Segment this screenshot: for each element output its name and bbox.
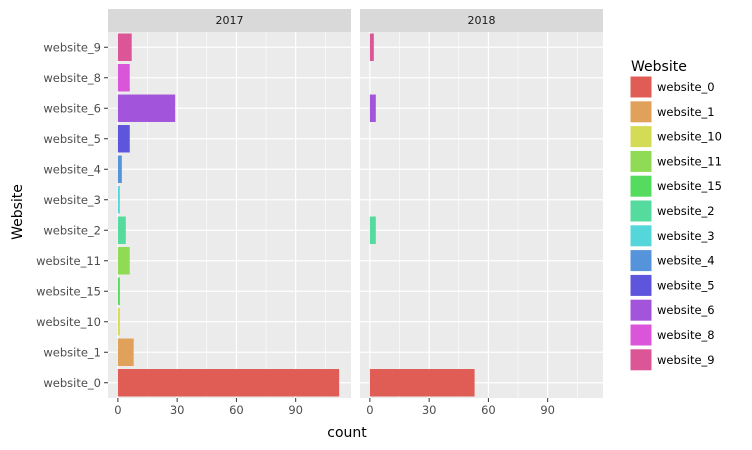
legend: website_0 website_1 website_10 website_11we… [629, 75, 722, 372]
legend-label: website_0 [657, 80, 715, 94]
legend-swatch [629, 100, 653, 124]
bar-website_6-2018 [369, 94, 376, 122]
legend-swatch [629, 224, 653, 248]
legend-label: website_15 [657, 179, 722, 193]
legend-label: website_5 [657, 278, 715, 292]
legend-item-website_9: website_9 [629, 348, 715, 372]
legend-label: website_11 [657, 154, 722, 168]
bar-website_15-2017 [117, 277, 120, 305]
y-tick-label: website_0 [43, 376, 101, 390]
y-axis: website_0 website_1 website_10 website_15 we… [36, 40, 108, 390]
legend-title: Website [631, 59, 687, 75]
x-tick-label: 60 [481, 403, 496, 417]
legend-label: website_6 [657, 303, 715, 317]
legend-label: website_10 [657, 130, 722, 144]
bar-website_3-2017 [117, 186, 120, 214]
y-tick-label: website_4 [43, 162, 101, 176]
legend-label: website_3 [657, 229, 715, 243]
y-axis-title: Website [10, 184, 26, 240]
legend-item-website_4: website_4 [629, 249, 715, 273]
x-tick-label: 0 [114, 403, 121, 417]
legend-item-website_0: website_0 [629, 75, 715, 99]
legend-swatch [629, 149, 653, 173]
x-tick-label: 0 [366, 403, 373, 417]
bar-website_2-2017 [117, 216, 126, 244]
panel-background [360, 32, 603, 398]
legend-item-website_11: website_11 [629, 149, 722, 173]
y-tick-label: website_15 [36, 284, 101, 298]
legend-item-website_15: website_15 [629, 174, 722, 198]
legend-label: website_9 [657, 353, 715, 367]
bar-website_2-2018 [369, 216, 376, 244]
y-tick-label: website_2 [43, 223, 101, 237]
legend-swatch [629, 323, 653, 347]
facet-strip [108, 9, 351, 32]
legend-swatch [629, 174, 653, 198]
legend-swatch [629, 249, 653, 273]
facet-strip-label: 2017 [216, 14, 244, 27]
y-tick-label: website_1 [43, 345, 101, 359]
x-tick-label: 90 [288, 403, 303, 417]
legend-swatch [629, 75, 653, 99]
y-tick-label: website_5 [43, 132, 101, 146]
bar-website_8-2017 [117, 64, 130, 92]
legend-swatch [629, 298, 653, 322]
facet-strip [360, 9, 603, 32]
bar-website_11-2017 [117, 247, 130, 275]
panel-background [108, 32, 351, 398]
x-tick-label: 30 [170, 403, 185, 417]
legend-item-website_1: website_1 [629, 100, 715, 124]
x-axis-title: count [327, 425, 367, 441]
facet-panels: 2017 0 30 60 90 2018 0 30 60 90 [108, 9, 603, 417]
legend-item-website_8: website_8 [629, 323, 715, 347]
facet-panel-2017: 2017 0 30 60 90 [108, 9, 351, 417]
y-tick-label: website_3 [43, 193, 101, 207]
bar-website_4-2017 [117, 155, 122, 183]
legend-swatch [629, 125, 653, 149]
x-tick-label: 60 [229, 403, 244, 417]
legend-label: website_2 [657, 204, 715, 218]
bar-website_0-2017 [117, 369, 340, 397]
legend-item-website_6: website_6 [629, 298, 715, 322]
legend-swatch [629, 348, 653, 372]
legend-item-website_3: website_3 [629, 224, 715, 248]
facet-strip-label: 2018 [468, 14, 496, 27]
bar-website_5-2017 [117, 125, 130, 153]
legend-label: website_1 [657, 105, 715, 119]
y-tick-label: website_6 [43, 101, 101, 115]
facet-panel-2018: 2018 0 30 60 90 [360, 9, 603, 417]
bar-website_0-2018 [369, 369, 475, 397]
legend-item-website_10: website_10 [629, 125, 722, 149]
x-tick-label: 30 [422, 403, 437, 417]
legend-item-website_2: website_2 [629, 199, 715, 223]
legend-label: website_4 [657, 254, 715, 268]
bar-website_1-2017 [117, 338, 134, 366]
y-tick-label: website_9 [43, 40, 101, 54]
legend-swatch [629, 273, 653, 297]
legend-swatch [629, 199, 653, 223]
bar-website_9-2017 [117, 33, 132, 61]
bar-website_6-2017 [117, 94, 176, 122]
y-tick-label: website_8 [43, 71, 101, 85]
y-tick-label: website_10 [36, 315, 101, 329]
bar-website_9-2018 [369, 33, 374, 61]
y-tick-label: website_11 [36, 254, 101, 268]
legend-label: website_8 [657, 328, 715, 342]
x-tick-label: 90 [540, 403, 555, 417]
legend-item-website_5: website_5 [629, 273, 715, 297]
bar-website_10-2017 [117, 308, 120, 336]
